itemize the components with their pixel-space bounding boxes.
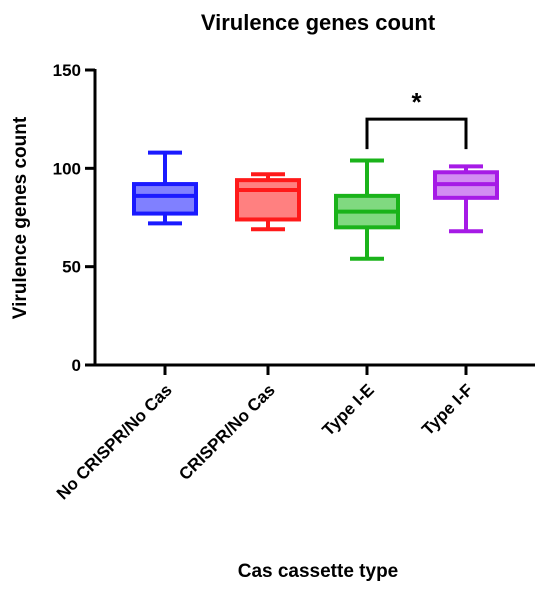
y-tick-label: 150: [53, 61, 81, 80]
box-type-i-f: [433, 164, 499, 234]
y-tick-label: 50: [62, 258, 81, 277]
significance-label: *: [411, 87, 422, 117]
chart-title: Virulence genes count: [201, 10, 436, 35]
x-tick-label: Type I-E: [319, 380, 378, 439]
x-tick-label: Type I-F: [418, 380, 477, 439]
x-tick-label: No CRISPR/No Cas: [53, 380, 176, 503]
box-iqr: [132, 182, 198, 216]
axes: 0 50 100 150 No CRISPR/No Cas CRISPR/No Cas Ty…: [53, 61, 535, 503]
y-tick-label: 100: [53, 159, 81, 178]
x-axis-label: Cas cassette type: [238, 561, 399, 582]
y-tick-label: 0: [72, 356, 81, 375]
box-no-crispr-no-cas: [132, 150, 198, 226]
y-axis-label: Virulence genes count: [10, 116, 31, 319]
significance-bracket: [365, 117, 468, 150]
x-tick-label: CRISPR/No Cas: [175, 380, 279, 484]
box-type-i-e: [334, 158, 400, 261]
box-crispr-no-cas: [235, 172, 301, 232]
box-iqr: [235, 178, 301, 222]
annotations: *: [365, 87, 468, 150]
boxes: [132, 150, 499, 261]
